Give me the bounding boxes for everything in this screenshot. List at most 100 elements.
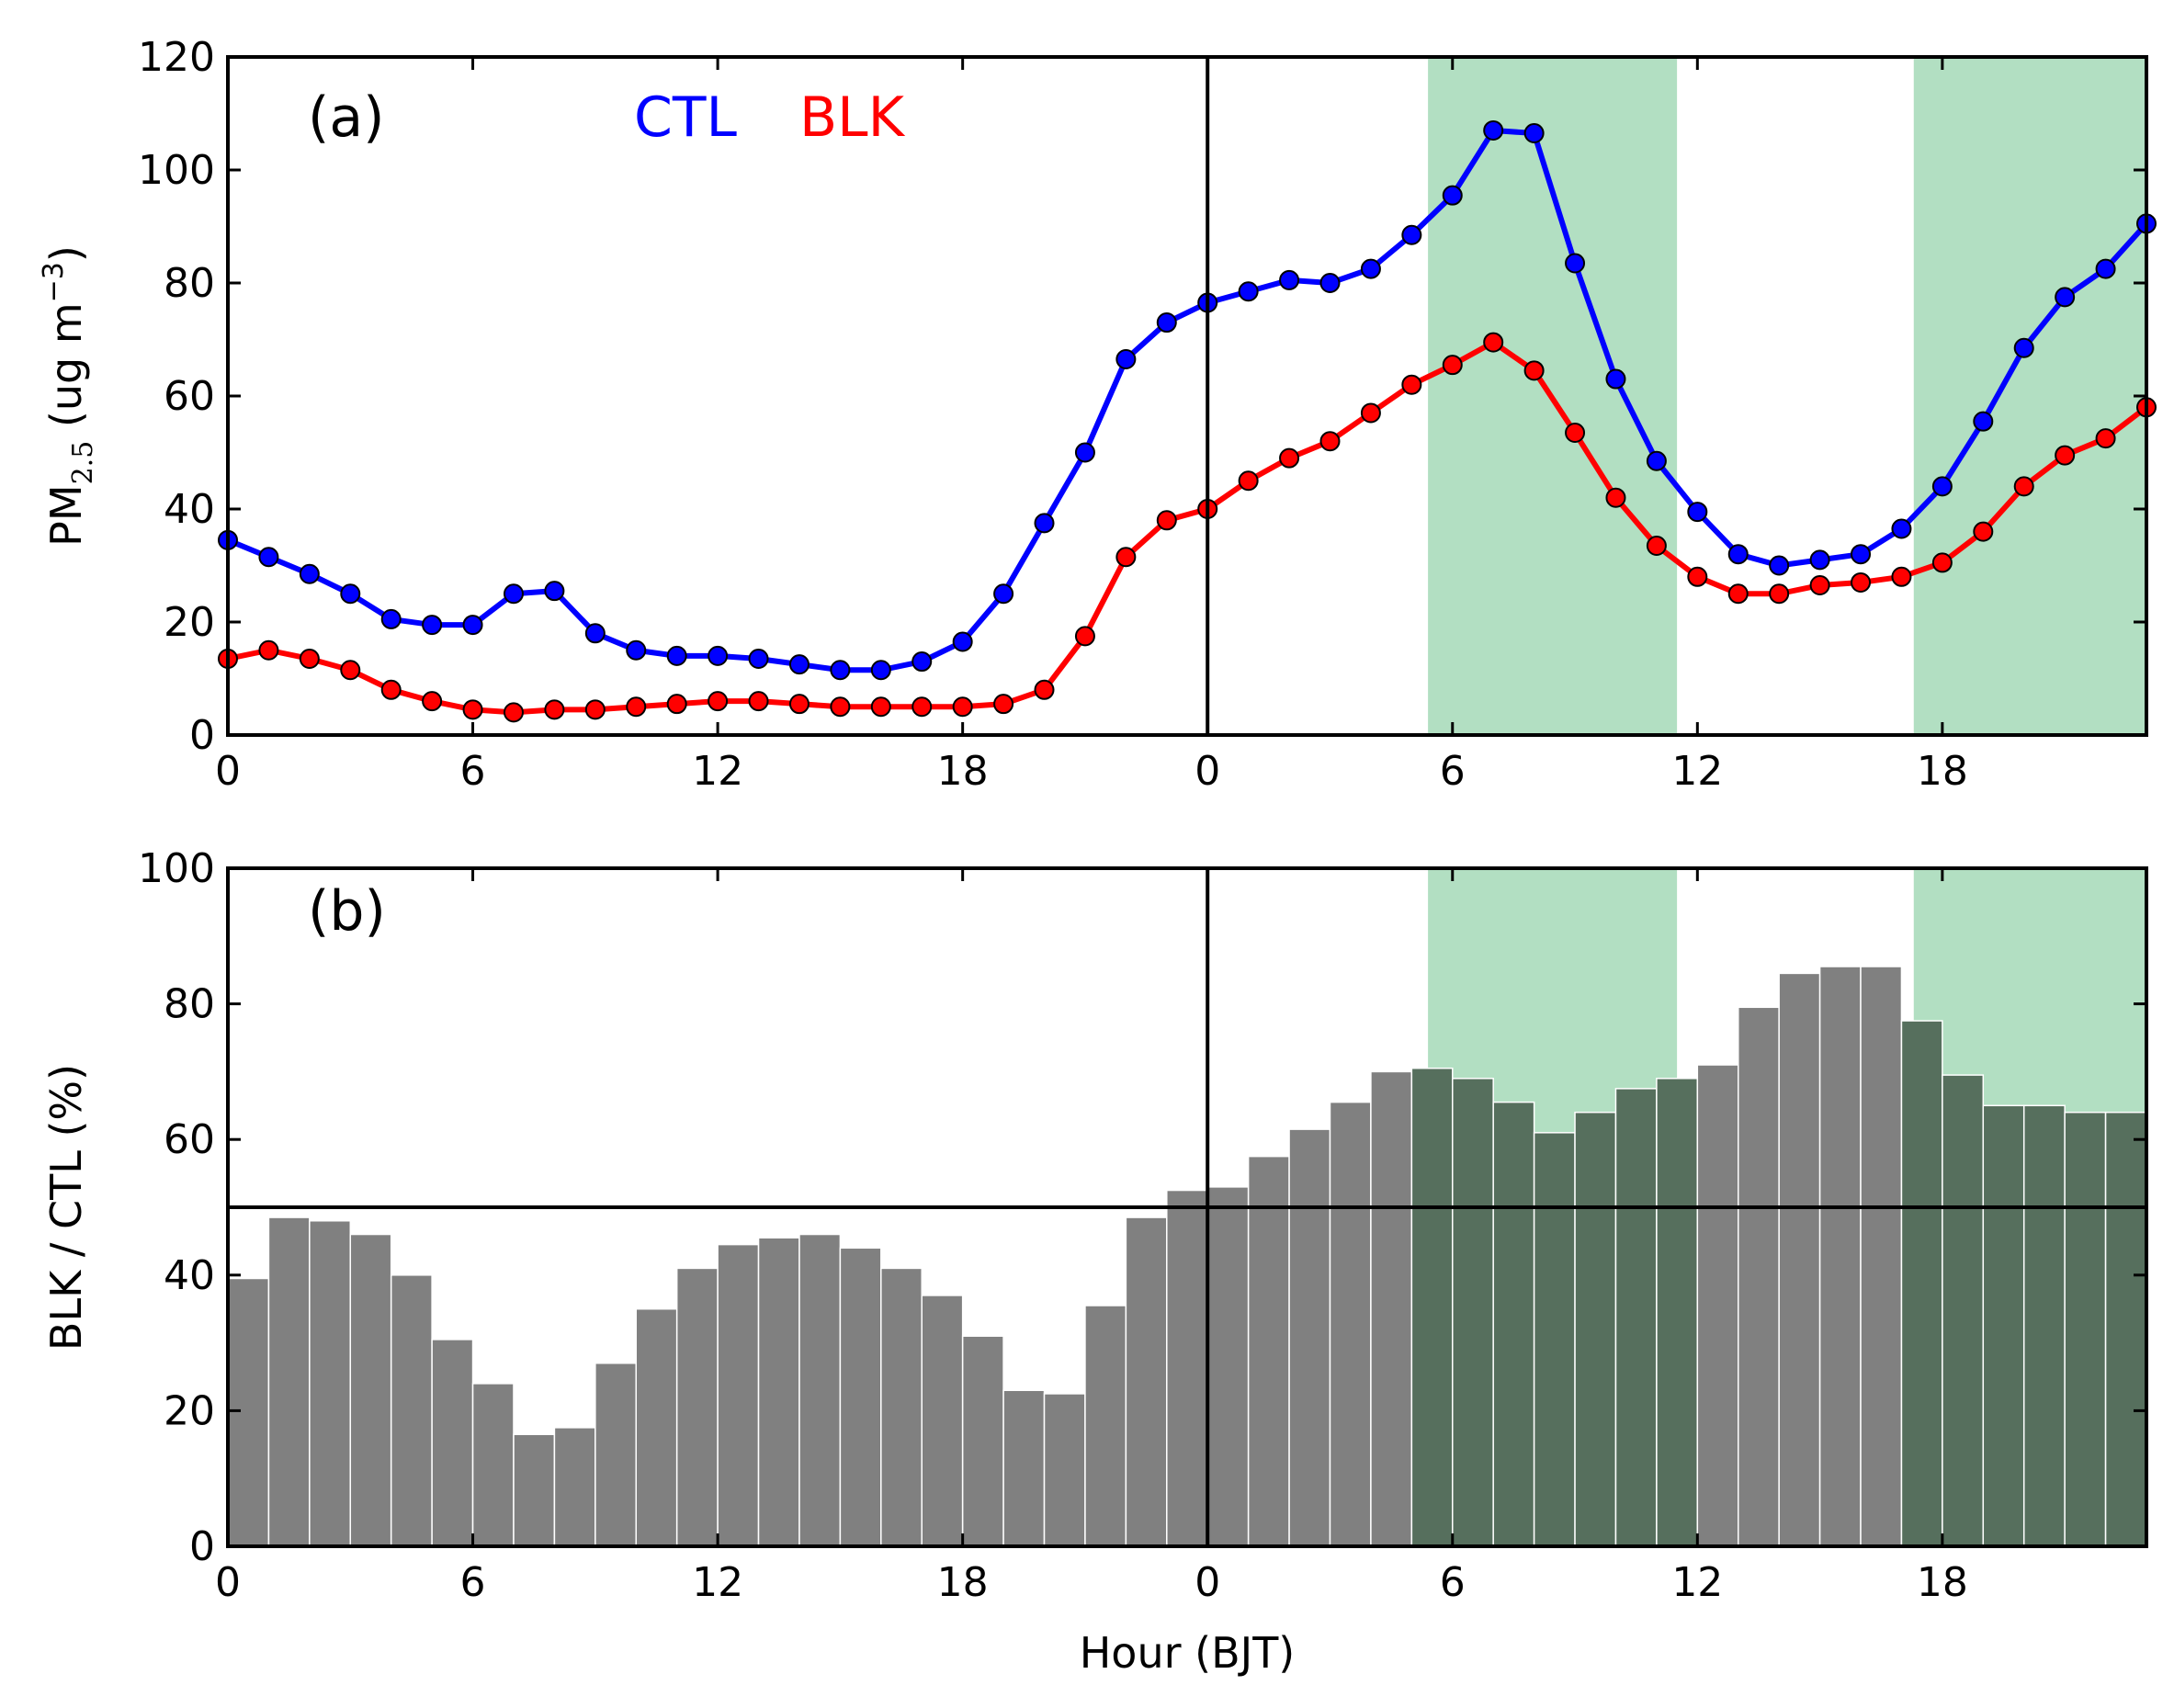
data-point-blk — [1727, 583, 1749, 605]
data-point-blk — [1646, 535, 1667, 556]
bar — [1982, 1104, 2025, 1547]
data-point-ctl — [993, 583, 1014, 605]
data-point-ctl — [1156, 312, 1177, 334]
bar — [513, 1433, 556, 1547]
panel-a-frame — [226, 55, 2148, 737]
bar — [1778, 972, 1821, 1547]
bar — [1942, 1074, 1985, 1547]
panel-b-ytick-label: 40 — [164, 1252, 215, 1299]
panel-a-ytick-label: 40 — [164, 486, 215, 533]
data-point-blk — [1483, 332, 1504, 353]
data-point-ctl — [503, 583, 524, 605]
data-point-ctl — [1523, 123, 1545, 144]
data-point-ctl — [462, 615, 483, 636]
data-point-ctl — [1442, 185, 1463, 206]
data-point-blk — [1442, 355, 1463, 376]
data-point-blk — [1605, 487, 1626, 508]
data-point-ctl — [666, 645, 687, 666]
data-point-blk — [870, 696, 891, 718]
panel-b-frame — [226, 866, 2148, 1548]
data-point-blk — [1851, 571, 1872, 593]
data-point-ctl — [2095, 258, 2116, 279]
x-axis-label: Hour (BJT) — [1080, 1628, 1296, 1678]
bar — [594, 1362, 638, 1547]
data-point-blk — [1973, 521, 1994, 542]
data-point-ctl — [1238, 281, 1259, 302]
data-point-blk — [1523, 360, 1545, 381]
data-point-blk — [911, 696, 933, 718]
panel-b-xtick-label: 18 — [937, 1559, 989, 1606]
bar — [1247, 1155, 1290, 1547]
data-point-ctl — [1401, 224, 1422, 245]
bar — [1410, 1067, 1454, 1547]
data-point-ctl — [380, 608, 402, 629]
bar — [961, 1335, 1004, 1547]
panel-a-xtick-label: 0 — [1195, 748, 1220, 795]
panel-a-ytick-label: 20 — [164, 599, 215, 646]
data-point-ctl — [911, 651, 933, 673]
bar — [1084, 1305, 1127, 1547]
legend-ctl: CTL — [634, 85, 738, 150]
data-point-blk — [422, 691, 443, 712]
data-point-ctl — [1891, 518, 1912, 539]
panel-b-ytick-label: 80 — [164, 981, 215, 1028]
panel-b-ytick-label: 100 — [138, 845, 215, 892]
bar — [2064, 1111, 2107, 1547]
bar — [2022, 1104, 2066, 1547]
data-point-blk — [626, 696, 647, 718]
bar — [675, 1267, 719, 1547]
panel-b-xtick-label: 0 — [215, 1559, 241, 1606]
data-point-blk — [1034, 679, 1055, 700]
y-axis-label-b: BLK / CTL (%) — [41, 1064, 91, 1351]
shaded-period-2 — [1913, 57, 2146, 735]
bar — [880, 1267, 923, 1547]
data-point-ctl — [626, 639, 647, 661]
panel-a-ytick-label: 0 — [189, 712, 215, 759]
bar — [1166, 1189, 1208, 1547]
bar — [1860, 966, 1903, 1547]
bar — [431, 1339, 474, 1547]
bar — [1002, 1389, 1046, 1547]
panel-a-xtick-label: 6 — [1440, 748, 1466, 795]
data-point-blk — [1360, 402, 1381, 424]
data-point-blk — [1156, 510, 1177, 531]
data-point-blk — [1565, 422, 1586, 443]
data-point-blk — [788, 694, 810, 715]
bar — [1900, 1020, 1943, 1547]
data-point-ctl — [1646, 450, 1667, 471]
bar — [757, 1237, 800, 1547]
panel-a-ytick-label: 100 — [138, 147, 215, 194]
data-point-ctl — [340, 583, 361, 605]
bar — [717, 1243, 760, 1547]
data-point-ctl — [299, 563, 320, 584]
data-point-blk — [380, 679, 402, 700]
data-point-ctl — [1931, 476, 1953, 497]
panel-b-xtick-label: 6 — [460, 1559, 486, 1606]
data-point-blk — [2013, 476, 2034, 497]
panel-label-a: (a) — [308, 85, 385, 150]
data-point-ctl — [1279, 269, 1300, 290]
data-point-ctl — [1074, 442, 1095, 463]
data-point-ctl — [952, 631, 973, 652]
bar — [1206, 1186, 1250, 1547]
data-point-ctl — [1319, 273, 1341, 293]
bar — [1696, 1064, 1739, 1547]
data-point-blk — [2055, 445, 2076, 466]
data-point-ctl — [1727, 544, 1749, 565]
data-point-blk — [462, 699, 483, 720]
y-axis-label-a: PM2.5 (ug m−3) — [38, 245, 99, 547]
data-point-blk — [708, 691, 729, 712]
data-point-ctl — [748, 648, 769, 669]
data-point-ctl — [1115, 349, 1137, 370]
bar — [839, 1247, 882, 1547]
series-line-blk — [227, 339, 2148, 716]
panel-b-xtick-label: 12 — [692, 1559, 743, 1606]
panel-a-xtick-label: 0 — [215, 748, 241, 795]
bar — [921, 1295, 964, 1547]
bar — [1574, 1111, 1617, 1547]
bar — [349, 1233, 392, 1547]
data-point-ctl — [830, 660, 851, 681]
panel-b-xtick-label: 0 — [1195, 1559, 1220, 1606]
data-point-ctl — [1687, 502, 1708, 523]
bar — [1818, 966, 1862, 1547]
